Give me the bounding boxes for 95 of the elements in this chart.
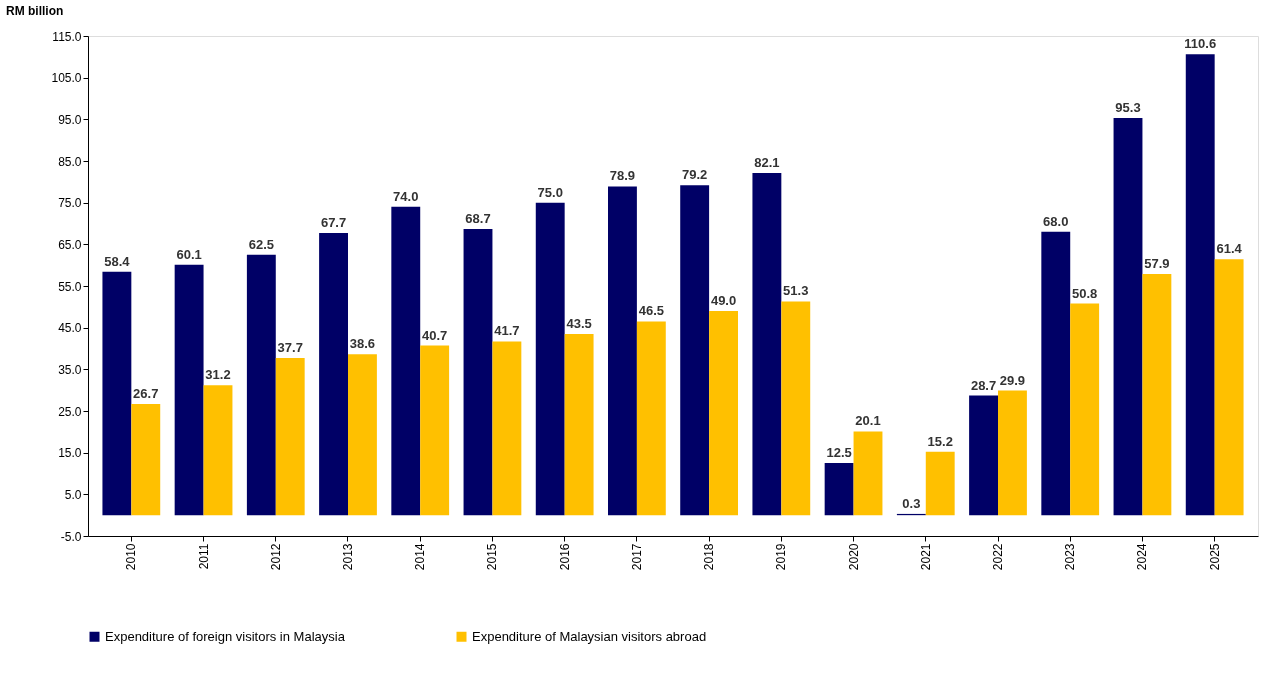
- x-tick-label: 2021: [918, 543, 933, 571]
- x-tick-label: 2014: [413, 543, 428, 571]
- data-label: 62.5: [248, 236, 274, 252]
- data-label: 0.3: [902, 495, 921, 511]
- data-label: 57.9: [1144, 255, 1170, 271]
- bar: [1214, 259, 1244, 516]
- y-tick-label: 95.0: [58, 112, 82, 127]
- bar: [752, 173, 782, 516]
- data-label: 60.1: [176, 246, 202, 262]
- bar: [275, 358, 305, 516]
- bar: [925, 451, 955, 516]
- data-label: 29.9: [999, 372, 1026, 388]
- bar: [174, 264, 204, 516]
- y-tick-label: 35.0: [58, 362, 82, 377]
- bar: [102, 271, 132, 516]
- bar: [709, 311, 738, 516]
- y-tick-label: 115.0: [52, 29, 82, 44]
- y-tick-label: 25.0: [58, 404, 82, 419]
- data-label: 46.5: [638, 303, 664, 319]
- legend-label: Expenditure of Malaysian visitors abroad: [472, 628, 707, 644]
- x-tick-label: 2024: [1135, 543, 1150, 571]
- y-tick-label: 75.0: [58, 196, 82, 211]
- bar: [203, 385, 233, 516]
- data-label: 58.4: [104, 253, 131, 269]
- x-tick-label: 2017: [629, 543, 644, 571]
- bar: [348, 354, 377, 516]
- bar: [781, 301, 811, 516]
- data-label: 20.1: [855, 413, 881, 429]
- data-label: 38.6: [349, 336, 376, 352]
- data-label: 15.2: [927, 433, 953, 449]
- bar: [131, 403, 161, 516]
- bar: [492, 341, 522, 516]
- y-tick-label: 45.0: [58, 321, 82, 336]
- bar: [564, 333, 594, 516]
- data-label: 28.7: [970, 377, 997, 393]
- bar: [246, 254, 276, 516]
- bar: [463, 228, 493, 516]
- x-tick-label: 2010: [124, 543, 139, 571]
- data-label: 79.2: [682, 167, 708, 183]
- bar: [1113, 118, 1143, 516]
- bar: [319, 233, 348, 516]
- data-label: 110.6: [1184, 36, 1217, 52]
- x-tick-label: 2025: [1207, 543, 1222, 571]
- bar: [969, 395, 998, 516]
- data-label: 67.7: [320, 215, 347, 231]
- data-label: 49.0: [710, 293, 737, 308]
- data-label: 95.3: [1115, 100, 1141, 116]
- data-label: 75.0: [537, 184, 563, 200]
- bar: [1070, 303, 1100, 516]
- data-label: 50.8: [1072, 285, 1098, 301]
- data-label: 51.3: [783, 283, 809, 299]
- y-tick-label: 5.0: [64, 487, 82, 502]
- y-tick-label: -5.0: [60, 529, 82, 544]
- bar: [1185, 54, 1215, 516]
- y-tick-label: 55.0: [58, 279, 82, 294]
- data-label: 82.1: [754, 155, 780, 171]
- bar: [608, 186, 637, 516]
- bar: [1142, 273, 1172, 516]
- data-label: 31.2: [205, 367, 231, 383]
- y-axis-title: RM billion: [5, 4, 64, 18]
- data-label: 26.7: [133, 385, 159, 401]
- data-label: 37.7: [277, 340, 303, 356]
- data-label: 74.0: [393, 188, 419, 204]
- x-tick-label: 2023: [1063, 543, 1078, 571]
- data-label: 68.7: [465, 210, 491, 226]
- x-tick-label: 2015: [485, 543, 500, 571]
- data-label: 43.5: [566, 315, 592, 331]
- bar: [680, 185, 710, 516]
- data-label: 41.7: [494, 323, 520, 339]
- y-tick-label: 105.0: [51, 71, 82, 86]
- bar: [535, 202, 565, 516]
- y-tick-label: 85.0: [58, 154, 82, 169]
- y-tick-label: 15.0: [58, 446, 82, 461]
- data-label: 68.0: [1043, 213, 1069, 229]
- data-label: 40.7: [422, 327, 448, 343]
- x-tick-label: 2013: [341, 543, 355, 571]
- legend-label: Expenditure of foreign visitors in Malaysia: [105, 628, 346, 644]
- bar: [1041, 231, 1071, 516]
- x-tick-label: 2022: [991, 543, 1005, 571]
- bar: [824, 463, 854, 516]
- bar: [391, 206, 421, 516]
- x-tick-label: 2018: [702, 543, 717, 571]
- data-label: 78.9: [609, 168, 636, 184]
- x-tick-label: 2012: [268, 543, 283, 571]
- data-label: 12.5: [826, 445, 852, 461]
- bar: [853, 431, 883, 516]
- x-tick-label: 2019: [774, 543, 789, 571]
- bar: [636, 321, 666, 516]
- x-tick-label: 2011: [196, 543, 211, 570]
- bar: [420, 345, 450, 516]
- x-tick-label: 2020: [846, 543, 861, 571]
- y-tick-label: 65.0: [58, 237, 82, 252]
- data-label: 61.4: [1216, 241, 1243, 257]
- x-tick-label: 2016: [557, 543, 572, 571]
- bar: [998, 390, 1027, 516]
